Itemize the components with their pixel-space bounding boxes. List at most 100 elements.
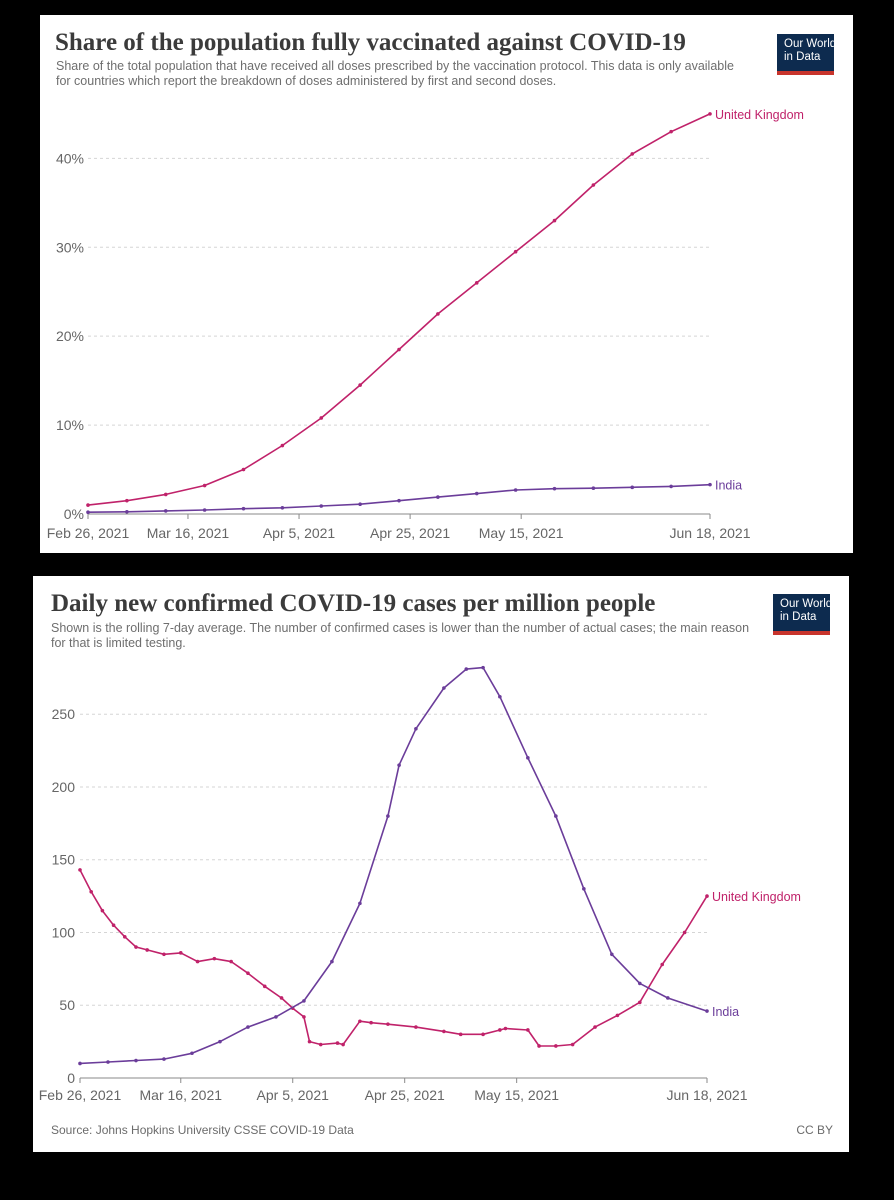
data-point (630, 485, 635, 490)
data-point (582, 887, 586, 891)
y-tick-label: 150 (52, 852, 76, 868)
data-point (705, 894, 709, 898)
data-point (414, 726, 418, 731)
x-tick-label: Apr 25, 2021 (365, 1087, 445, 1103)
data-point (570, 1042, 575, 1047)
data-point (682, 930, 687, 935)
data-point (106, 1060, 110, 1064)
data-point (302, 1015, 306, 1019)
data-point (498, 694, 502, 699)
data-point (669, 484, 673, 489)
data-point (610, 952, 614, 957)
data-point (319, 504, 324, 508)
series-label: India (715, 479, 742, 493)
license-link[interactable]: CC BY (796, 1123, 833, 1137)
data-point (669, 129, 673, 134)
x-tick-label: Apr 5, 2021 (263, 525, 336, 541)
cases-chart-panel: Daily new confirmed COVID-19 cases per m… (33, 576, 849, 1152)
data-point (358, 1019, 362, 1024)
data-point (481, 665, 485, 670)
data-point (178, 951, 183, 955)
data-point (190, 1051, 194, 1056)
data-point (537, 1044, 541, 1048)
data-point (705, 1009, 709, 1013)
data-point (229, 959, 233, 964)
data-point (513, 488, 518, 492)
data-point (134, 945, 138, 949)
data-point (318, 1042, 323, 1047)
data-point (125, 498, 129, 503)
data-point (708, 482, 712, 487)
x-tick-label: Jun 18, 2021 (667, 1087, 748, 1103)
chart-title: Daily new confirmed COVID-19 cases per m… (51, 590, 656, 617)
data-point (241, 506, 246, 511)
source-note: Source: Johns Hopkins University CSSE CO… (51, 1123, 354, 1137)
data-point (554, 814, 558, 818)
logo-line-1: Our World (784, 38, 837, 50)
data-point (280, 443, 285, 448)
data-point (386, 1022, 390, 1026)
y-tick-label: 30% (56, 239, 84, 255)
data-point (111, 923, 116, 928)
data-point (78, 1061, 82, 1066)
data-point (162, 1057, 166, 1061)
data-point (134, 1058, 138, 1063)
data-point (554, 1044, 558, 1048)
data-point (202, 483, 207, 488)
data-point (100, 908, 105, 913)
data-point (386, 814, 390, 818)
data-point (474, 281, 479, 285)
y-tick-label: 10% (56, 417, 84, 433)
data-point (341, 1042, 345, 1047)
owid-logo[interactable]: Our World in Data (777, 34, 837, 75)
chart-subtitle: Share of the total population that have … (56, 59, 734, 88)
y-tick-label: 0 (67, 1070, 75, 1086)
series-line-united-kingdom (87, 113, 711, 506)
cases-line-chart: 0 50 100 150 200 250 Feb 26, 2021 Mar 16, 2021 A… (39, 665, 801, 1103)
series-line-india (79, 666, 708, 1065)
data-point (397, 763, 401, 767)
data-point (162, 952, 166, 957)
data-point (503, 1026, 508, 1031)
data-point (513, 249, 518, 254)
data-point (330, 959, 334, 964)
chart-subtitle: Shown is the rolling 7-day average. The … (51, 621, 750, 650)
data-point (369, 1020, 373, 1025)
data-point (262, 984, 267, 989)
data-point (86, 510, 90, 515)
data-point (202, 508, 207, 512)
data-point (630, 152, 635, 156)
vaccination-line-chart: 0% 10% 20% 30% 40% Feb 26, 2021 Mar 16, 2021 Ap… (47, 108, 804, 541)
data-point (358, 502, 362, 507)
data-point (638, 1000, 642, 1005)
y-tick-label: 200 (52, 779, 76, 795)
data-point (526, 1028, 530, 1032)
y-tick-label: 250 (52, 706, 76, 722)
y-tick-label: 0% (64, 506, 84, 522)
y-tick-label: 100 (52, 924, 76, 940)
data-point (246, 971, 250, 976)
data-point (122, 935, 127, 939)
data-point (218, 1039, 222, 1044)
vaccination-chart-panel: Share of the population fully vaccinated… (40, 15, 853, 553)
owid-logo[interactable]: Our World in Data (773, 594, 832, 635)
x-tick-label: Apr 25, 2021 (370, 525, 450, 541)
data-point (279, 996, 284, 1000)
x-tick-label: May 15, 2021 (479, 525, 564, 541)
data-point (89, 889, 93, 894)
data-point (708, 112, 712, 116)
data-point (358, 901, 362, 906)
data-point (442, 1029, 446, 1034)
data-point (86, 503, 90, 507)
x-tick-label: Mar 16, 2021 (140, 1087, 223, 1103)
data-point (274, 1015, 278, 1019)
data-point (414, 1025, 418, 1029)
y-tick-label: 40% (56, 150, 84, 166)
data-point (552, 486, 557, 491)
data-point (498, 1028, 502, 1032)
data-point (593, 1025, 597, 1029)
data-point (660, 962, 665, 967)
data-point (163, 492, 168, 497)
data-point (358, 383, 362, 387)
data-point (442, 686, 446, 690)
